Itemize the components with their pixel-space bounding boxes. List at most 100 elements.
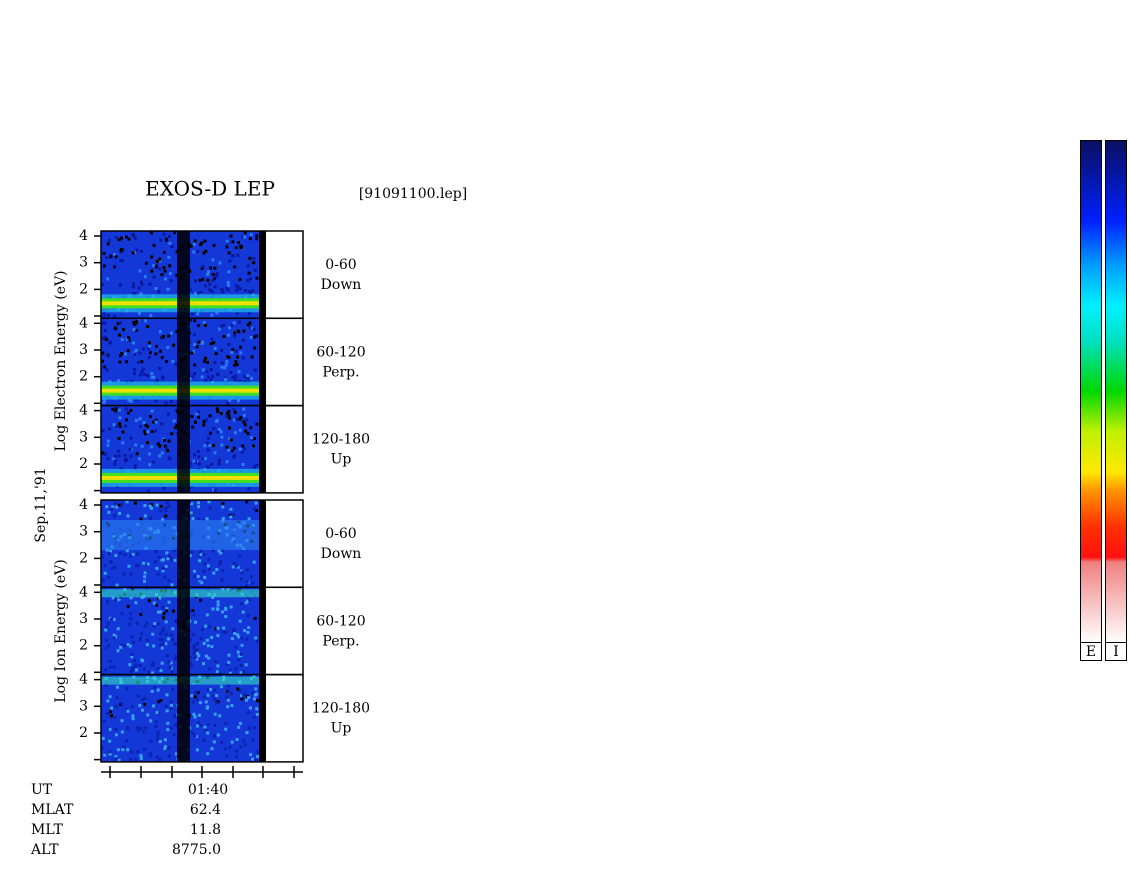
footer-label: UT	[31, 782, 53, 798]
speckle	[197, 517, 201, 521]
speckle	[234, 564, 238, 568]
speckle	[238, 619, 242, 623]
speckle	[129, 596, 133, 600]
speckle	[106, 443, 110, 447]
speckle	[226, 355, 230, 359]
footer-label: MLAT	[31, 802, 74, 818]
speckle	[210, 462, 214, 466]
speckle	[190, 312, 194, 316]
speckle	[105, 626, 109, 630]
speckle	[123, 553, 127, 557]
speckle	[239, 577, 243, 581]
panel-angle: 0-60	[325, 257, 356, 273]
speckle	[213, 277, 217, 281]
speckle	[234, 360, 238, 364]
speckle	[103, 321, 107, 325]
speckle	[225, 245, 229, 249]
speckle	[248, 311, 252, 315]
speckle	[160, 629, 164, 633]
speckle	[191, 633, 195, 637]
panel-angle: 60-120	[316, 344, 365, 360]
speckle	[228, 671, 232, 675]
speckle	[248, 256, 252, 260]
speckle	[131, 282, 135, 286]
speckle	[204, 700, 208, 704]
speckle	[252, 560, 256, 564]
speckle	[197, 713, 201, 717]
speckle	[161, 558, 165, 562]
spectrograms: 4 3 2 0-60 Down 4 3 2 60-120 Perp. 4 3 2 120-180 Up 4 3 2…	[79, 228, 370, 763]
speckle	[196, 501, 200, 505]
speckle	[174, 752, 178, 756]
speckle	[233, 454, 237, 458]
speckle	[128, 644, 132, 648]
speckle	[232, 418, 236, 422]
speckle	[134, 329, 138, 333]
speckle	[104, 628, 108, 632]
speckle	[103, 335, 107, 339]
speckle	[248, 598, 252, 602]
speckle	[195, 724, 199, 728]
speckle	[246, 279, 250, 283]
speckle	[220, 435, 224, 439]
speckle	[222, 323, 226, 327]
speckle	[128, 622, 132, 626]
speckle	[132, 328, 136, 332]
speckle	[129, 617, 133, 621]
speckle	[107, 354, 111, 358]
speckle	[212, 244, 216, 248]
speckle	[244, 429, 248, 433]
speckle	[221, 505, 225, 509]
speckle	[142, 429, 146, 433]
speckle	[151, 632, 155, 636]
speckle	[125, 739, 129, 743]
speckle	[215, 407, 219, 411]
speckle	[126, 514, 130, 518]
speckle	[170, 633, 174, 637]
speckle	[209, 368, 213, 372]
speckle	[126, 604, 130, 608]
speckle	[208, 282, 212, 286]
speckle	[172, 733, 176, 737]
speckle	[206, 564, 210, 568]
speckle	[107, 510, 111, 514]
speckle	[218, 261, 222, 265]
speckle	[149, 516, 153, 520]
speckle	[239, 664, 243, 668]
footer: UT MLAT 62.4 MLT 11.8 ALT 8775.0	[30, 782, 221, 858]
speckle	[123, 453, 127, 457]
speckle	[210, 289, 214, 293]
speckle	[166, 728, 170, 732]
speckle	[213, 361, 217, 365]
speckle	[202, 552, 206, 556]
speckle	[139, 280, 143, 284]
speckle	[144, 726, 148, 730]
speckle	[138, 703, 142, 707]
speckle	[129, 380, 133, 384]
speckle	[188, 554, 192, 558]
speckle	[247, 626, 251, 630]
speckle	[129, 750, 133, 754]
speckle	[158, 257, 162, 261]
speckle	[212, 571, 216, 575]
speckle	[227, 251, 231, 255]
speckle	[208, 443, 212, 447]
speckle	[255, 712, 259, 716]
speckle	[165, 654, 169, 658]
speckle	[170, 245, 174, 249]
speckle	[194, 690, 198, 694]
speckle	[241, 670, 245, 674]
speckle	[146, 325, 150, 329]
speckle	[239, 351, 243, 355]
speckle	[119, 645, 123, 649]
speckle	[228, 437, 232, 441]
speckle	[247, 289, 251, 293]
speckle	[220, 365, 224, 369]
speckle	[119, 248, 123, 252]
speckle	[220, 443, 224, 447]
speckle	[167, 660, 171, 664]
speckle	[245, 637, 249, 641]
speckle	[127, 564, 131, 568]
speckle	[200, 581, 204, 585]
speckle	[129, 572, 133, 576]
